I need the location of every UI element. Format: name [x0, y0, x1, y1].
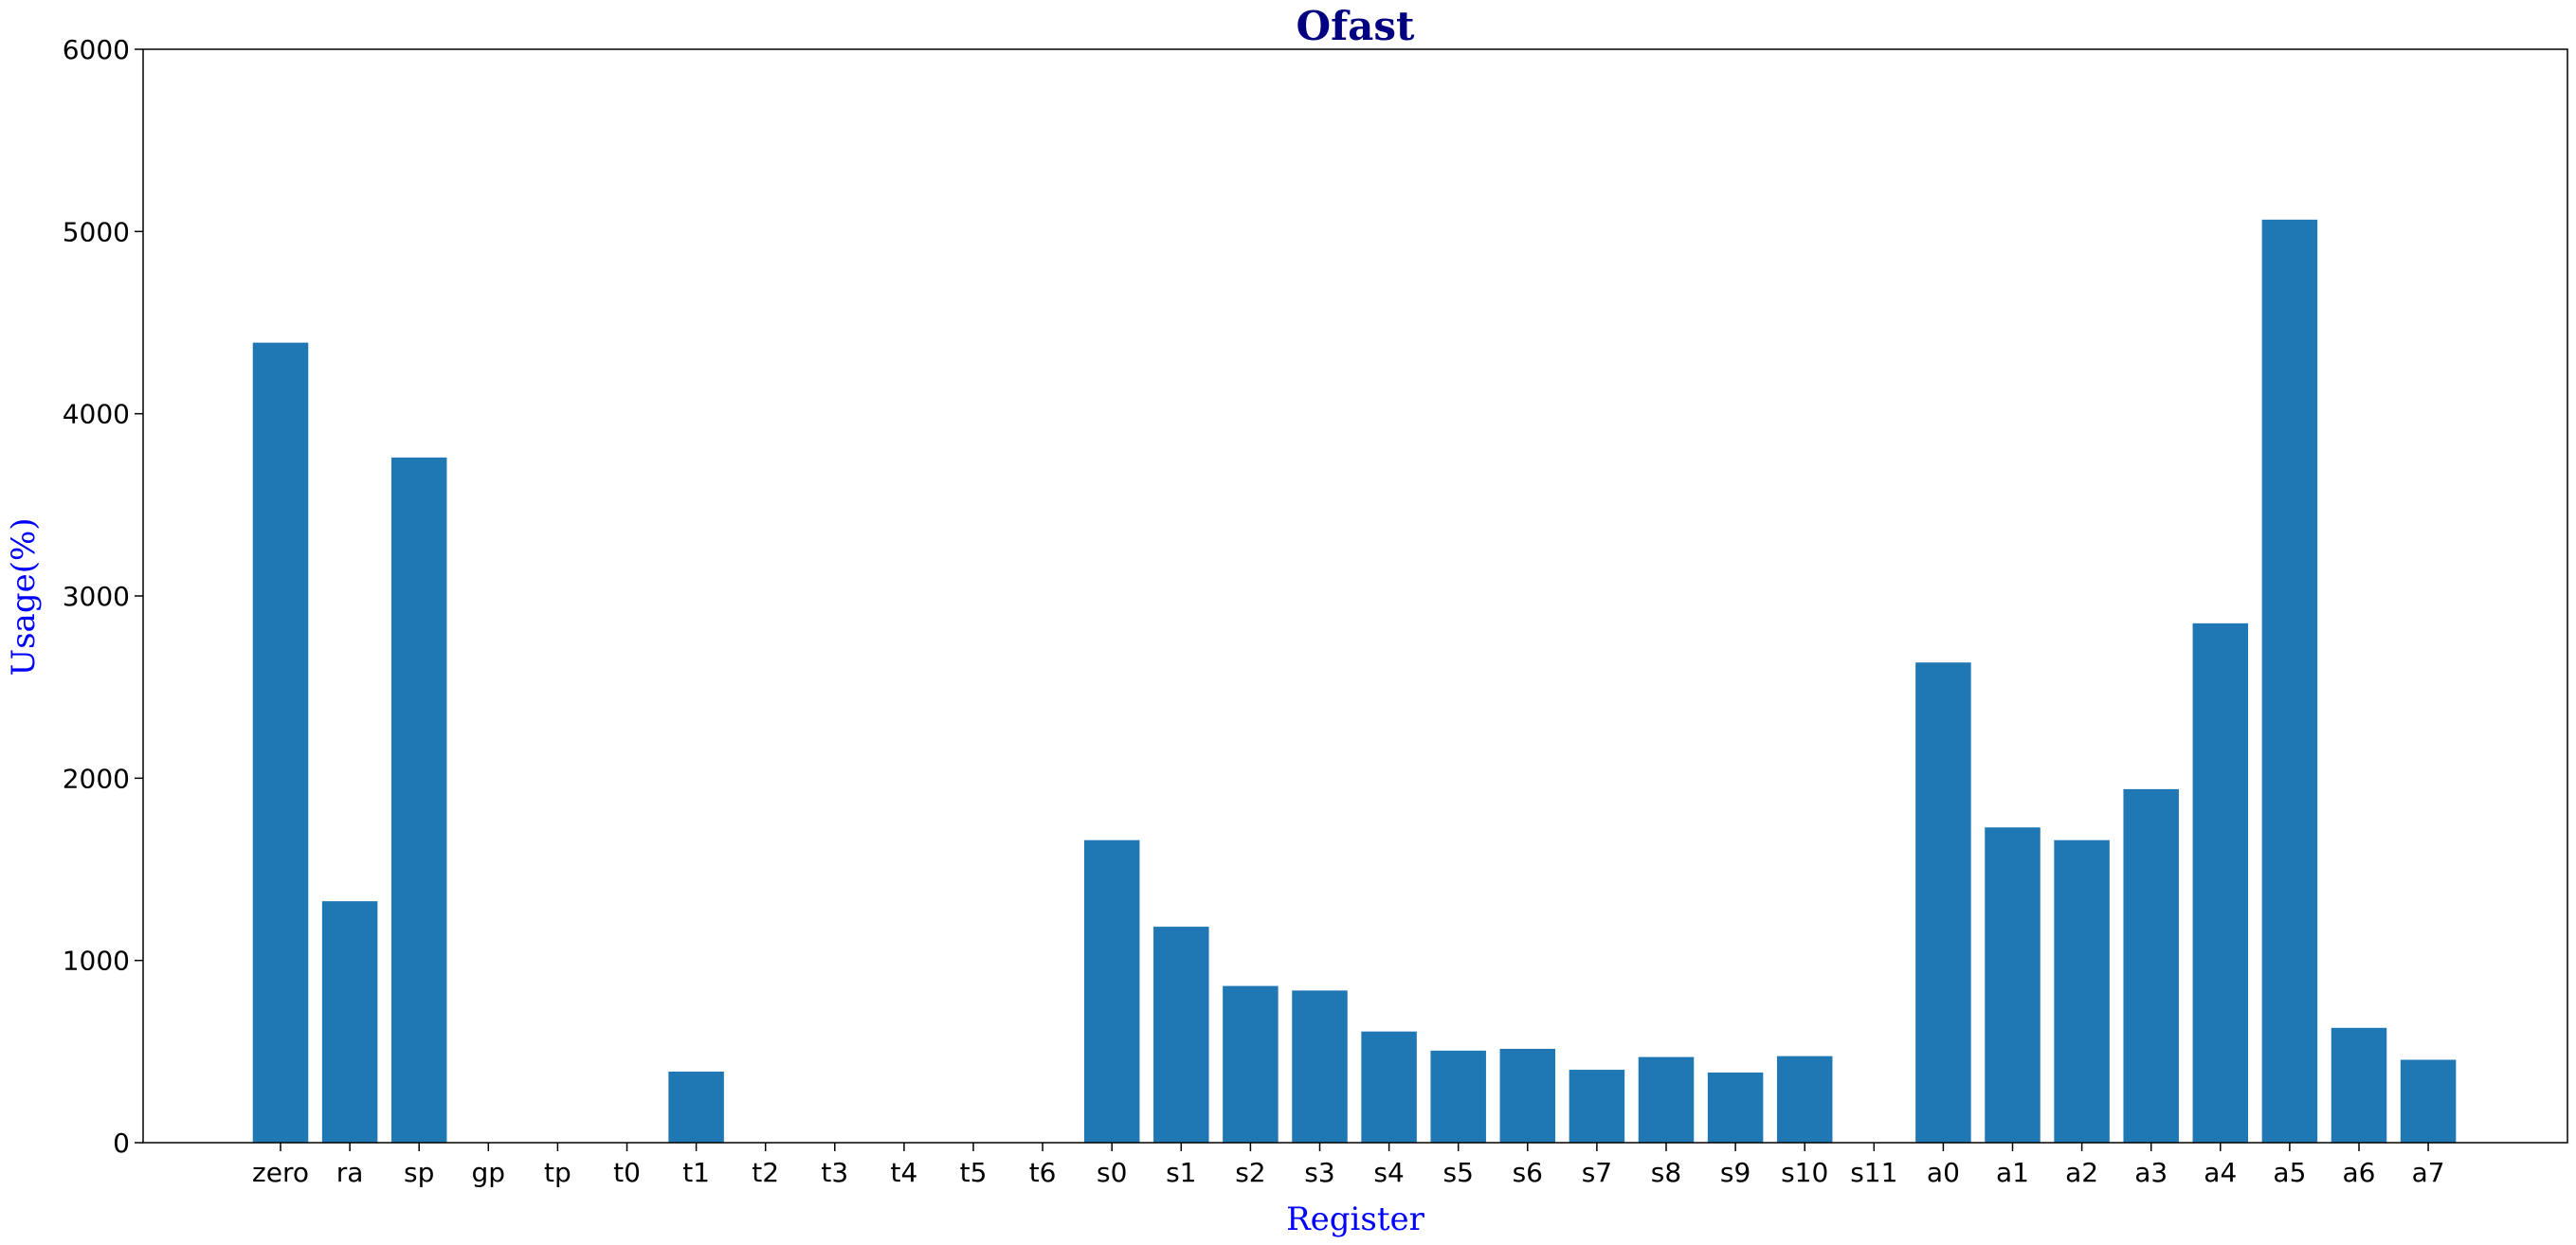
- x-tick-label-s4: s4: [1373, 1157, 1404, 1188]
- x-tick-label-t3: t3: [821, 1157, 848, 1188]
- y-tick-label: 4000: [63, 399, 130, 430]
- bar-a3: [2123, 788, 2179, 1143]
- x-tick-label-s8: s8: [1651, 1157, 1681, 1188]
- x-tick-label-a3: a3: [2134, 1157, 2168, 1188]
- bar-s2: [1223, 985, 1279, 1143]
- bar-s10: [1776, 1056, 1833, 1143]
- bar-s0: [1083, 839, 1140, 1143]
- x-tick-label-s3: s3: [1304, 1157, 1334, 1188]
- x-tick-label-a4: a4: [2204, 1157, 2237, 1188]
- bar-a0: [1915, 662, 1971, 1143]
- y-tick-label: 2000: [63, 763, 130, 794]
- y-tick-label: 1000: [63, 946, 130, 977]
- bar-ra: [321, 901, 378, 1143]
- x-tick-label-a6: a6: [2343, 1157, 2376, 1188]
- plot-frame: [142, 48, 2568, 1144]
- bar-s9: [1707, 1072, 1764, 1143]
- y-tick-label: 5000: [63, 216, 130, 247]
- x-tick-label-s2: s2: [1235, 1157, 1265, 1188]
- x-tick-label-a5: a5: [2273, 1157, 2306, 1188]
- x-tick-label-t5: t5: [960, 1157, 988, 1188]
- y-axis-ticks: 0 1000 2000 3000 4000 5000 6000: [63, 34, 143, 1159]
- x-tick-label-tp: tp: [544, 1157, 571, 1188]
- bars: [252, 219, 2457, 1143]
- bar-s4: [1361, 1031, 1417, 1143]
- bar-s3: [1292, 990, 1348, 1143]
- x-tick-label-ra: ra: [336, 1157, 364, 1188]
- x-tick-label-s9: s9: [1720, 1157, 1751, 1188]
- x-tick-label-t4: t4: [891, 1157, 918, 1188]
- x-tick-label-s10: s10: [1781, 1157, 1828, 1188]
- x-tick-label-s5: s5: [1442, 1157, 1473, 1188]
- x-tick-label-a0: a0: [1927, 1157, 1960, 1188]
- x-tick-label-gp: gp: [472, 1157, 506, 1188]
- x-tick-label-sp: sp: [404, 1157, 434, 1188]
- x-tick-label-t2: t2: [752, 1157, 779, 1188]
- x-tick-label-s0: s0: [1097, 1157, 1127, 1188]
- x-tick-label-t1: t1: [682, 1157, 710, 1188]
- bar-s8: [1638, 1056, 1695, 1143]
- y-tick-label: 0: [113, 1128, 130, 1159]
- x-tick-label-s7: s7: [1582, 1157, 1612, 1188]
- y-tick-label: 3000: [63, 581, 130, 612]
- x-tick-label-s1: s1: [1166, 1157, 1196, 1188]
- bar-s5: [1430, 1050, 1486, 1143]
- bar-a2: [2054, 839, 2110, 1143]
- x-tick-label-t0: t0: [613, 1157, 641, 1188]
- x-tick-label-t6: t6: [1029, 1157, 1057, 1188]
- bar-t1: [668, 1071, 724, 1143]
- bar-zero: [252, 342, 309, 1143]
- x-axis-label: Register: [1286, 1200, 1425, 1238]
- x-tick-label-a2: a2: [2065, 1157, 2098, 1188]
- bar-s1: [1153, 927, 1209, 1143]
- x-tick-label-a7: a7: [2412, 1157, 2445, 1188]
- y-tick-label: 6000: [63, 34, 130, 65]
- x-axis-ticks: zero ra sp gp tp t0 t1 t2 t3 t4 t5 t6 s0 s1 s2 s3 s4 s5 s6…: [252, 1143, 2445, 1188]
- chart-title: Ofast: [1297, 3, 1416, 49]
- bar-s7: [1569, 1070, 1625, 1143]
- bar-a1: [1985, 827, 2041, 1143]
- bar-a7: [2400, 1059, 2457, 1143]
- bar-a5: [2261, 219, 2318, 1143]
- x-tick-label-a1: a1: [1996, 1157, 2029, 1188]
- bar-a4: [2192, 622, 2249, 1143]
- bar-a6: [2331, 1027, 2387, 1143]
- x-tick-label-zero: zero: [252, 1157, 309, 1188]
- bar-sp: [390, 457, 447, 1143]
- x-tick-label-s6: s6: [1513, 1157, 1543, 1188]
- x-tick-label-s11: s11: [1850, 1157, 1897, 1188]
- bar-s6: [1499, 1048, 1556, 1143]
- y-axis-label: Usage(%): [5, 517, 43, 676]
